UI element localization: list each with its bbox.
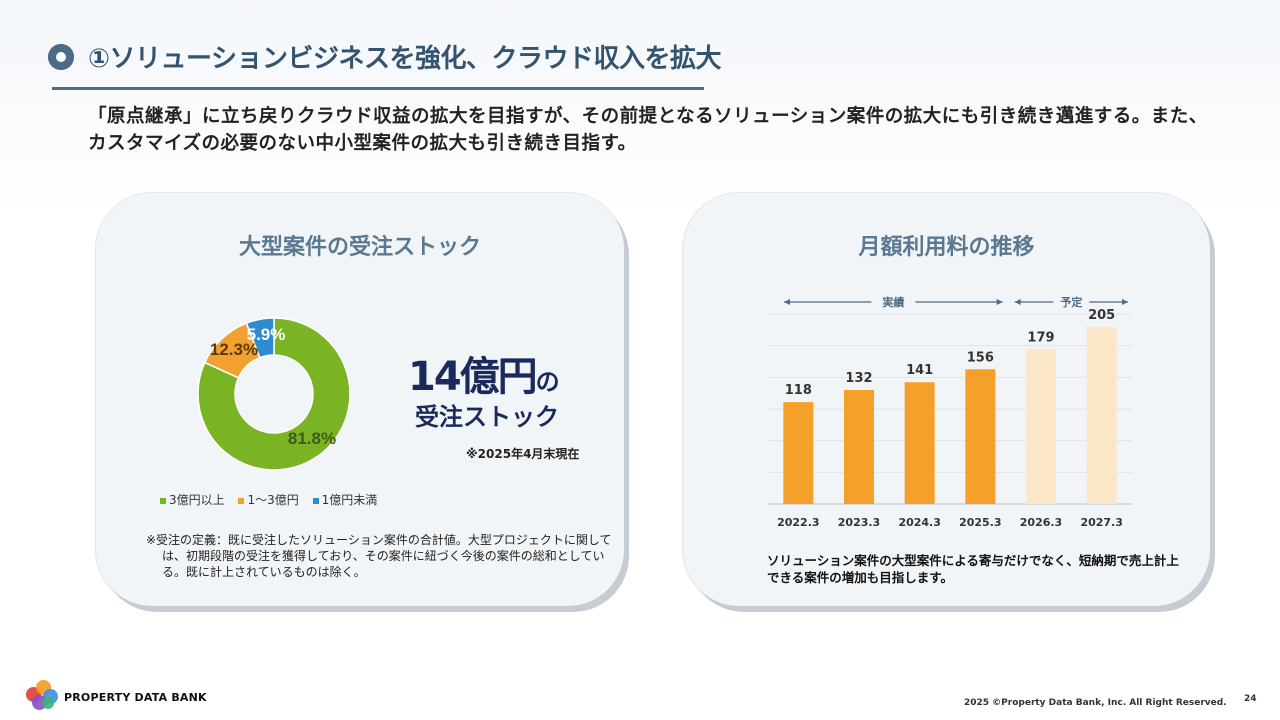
copyright: 2025 ©Property Data Bank, Inc. All Right… [964, 698, 1227, 708]
company-logo-icon [26, 680, 60, 712]
legend-swatch [312, 497, 319, 504]
annotation-label: 実績 [882, 295, 904, 309]
title-bullet-icon [48, 44, 74, 70]
page-title: ①ソリューションビジネスを強化、クラウド収入を拡大 [88, 44, 722, 74]
stock-date-note: ※2025年4月末現在 [466, 447, 580, 461]
arrow-left-icon [784, 299, 790, 305]
slice-under-1oku [245, 317, 275, 359]
bar-2024.3 [904, 382, 935, 504]
company-logo-text: PROPERTY DATA BANK [64, 691, 207, 704]
order-stock-donut-chart: 81.8% 12.3%5.9% [197, 317, 351, 471]
legend-item-3oku-plus: 3億円以上 [160, 491, 225, 508]
legend-item-under-1oku: 1億円未満 [312, 491, 378, 508]
bar-value-label: 132 [845, 371, 872, 386]
arrow-left-icon [1014, 299, 1021, 305]
bar-value-label: 141 [906, 363, 933, 378]
monthly-fee-note: ソリューション案件の大型案件による寄与だけでなく、短納期で売上計上できる案件の増… [767, 553, 1179, 585]
label-under-1oku: 5.9% [247, 325, 286, 344]
monthly-fee-title: 月額利用料の推移 [858, 235, 1035, 260]
legend-item-1-3oku: 1〜3億円 [238, 491, 299, 508]
arrow-right-icon [996, 299, 1003, 305]
bar-2025.3 [965, 369, 996, 504]
stock-subtitle: 受注ストック [415, 403, 559, 431]
bar-value-label: 118 [785, 383, 812, 398]
bar-value-label: 156 [967, 350, 994, 365]
x-tick-label: 2023.3 [838, 516, 880, 529]
bar-value-label: 179 [1027, 330, 1054, 345]
x-tick-label: 2022.3 [777, 516, 819, 529]
bar-2027.3 [1086, 326, 1117, 504]
slice-3oku-plus [197, 317, 351, 471]
bar-2023.3 [844, 390, 874, 504]
x-tick-label: 2024.3 [898, 516, 940, 529]
annotation-label: 予定 [1060, 295, 1082, 309]
order-definition-note: ※受注の定義：既に受注したソリューション案件の合計値。大型プロジェクトに関しては… [146, 533, 612, 579]
stock-amount-suffix: の [535, 368, 560, 396]
stock-amount-value: 14億円 [408, 354, 538, 400]
legend-label: 1〜3億円 [247, 493, 299, 507]
legend-swatch [238, 497, 245, 504]
legend-label: 3億円以上 [169, 493, 225, 507]
legend-swatch [160, 497, 166, 504]
title-underline [52, 87, 704, 90]
stock-amount: 14億円の [408, 344, 560, 402]
label-3oku-plus: 81.8% [288, 429, 336, 448]
lead-text: 「原点継承」に立ち戻りクラウド収益の拡大を目指すが、その前提となるソリューション… [88, 106, 1208, 154]
x-tick-label: 2027.3 [1080, 516, 1122, 529]
label-1-3oku: 12.3% [210, 340, 258, 359]
donut-legend: 3億円以上 1〜3億円 1億円未満 [160, 491, 387, 508]
page-number: 24 [1244, 694, 1257, 704]
monthly-fee-card: 月額利用料の推移 [683, 193, 1210, 606]
x-tick-label: 2026.3 [1020, 516, 1062, 529]
bar-2026.3 [1026, 349, 1056, 504]
legend-label: 1億円未満 [321, 493, 378, 507]
bar-2022.3 [783, 402, 814, 504]
arrow-right-icon [1122, 299, 1128, 305]
order-stock-title: 大型案件の受注ストック [238, 235, 481, 260]
bar-value-label: 205 [1088, 308, 1115, 323]
order-stock-card: 大型案件の受注ストック [96, 193, 624, 606]
x-tick-label: 2025.3 [959, 516, 1001, 529]
monthly-fee-bar-chart: 実績 予定 118 2022.3 132 2023.3 141 2024.3 156 2025.… [768, 295, 1132, 529]
